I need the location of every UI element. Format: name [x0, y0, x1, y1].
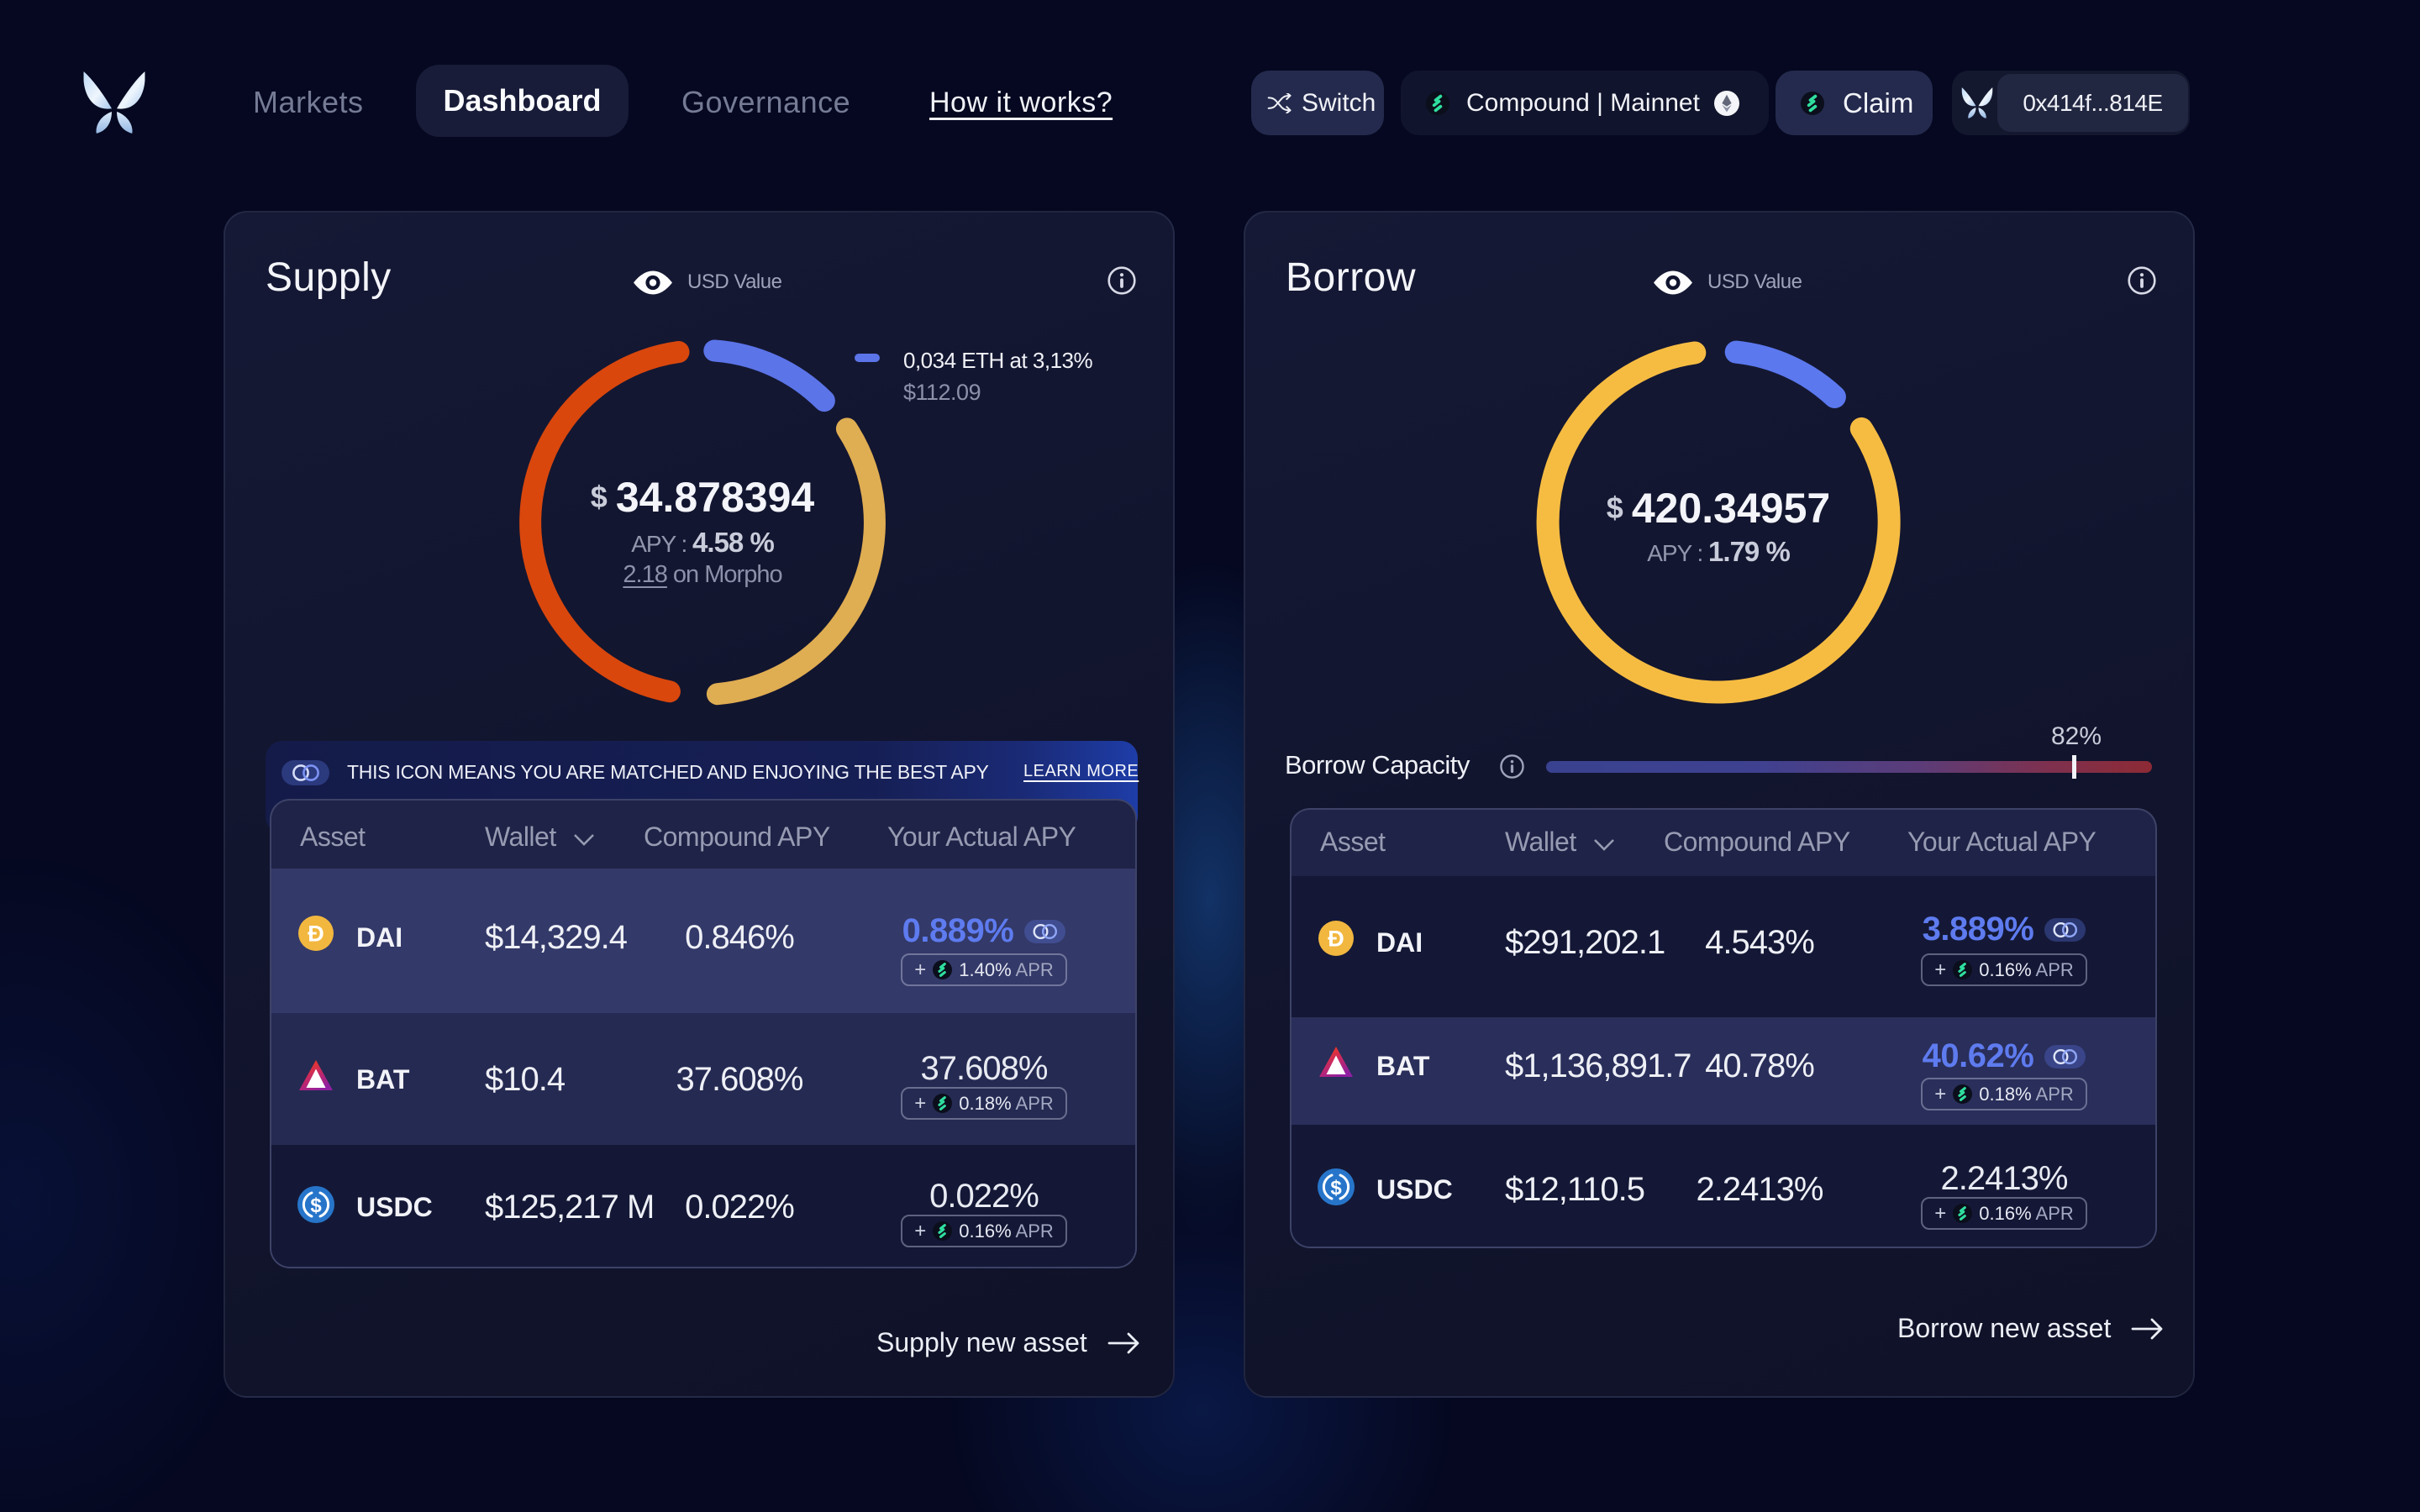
svg-text:$: $: [310, 1194, 322, 1217]
svg-text:$: $: [1330, 1177, 1342, 1200]
svg-text:Ð: Ð: [308, 921, 324, 947]
svg-text:Ð: Ð: [1328, 927, 1344, 952]
